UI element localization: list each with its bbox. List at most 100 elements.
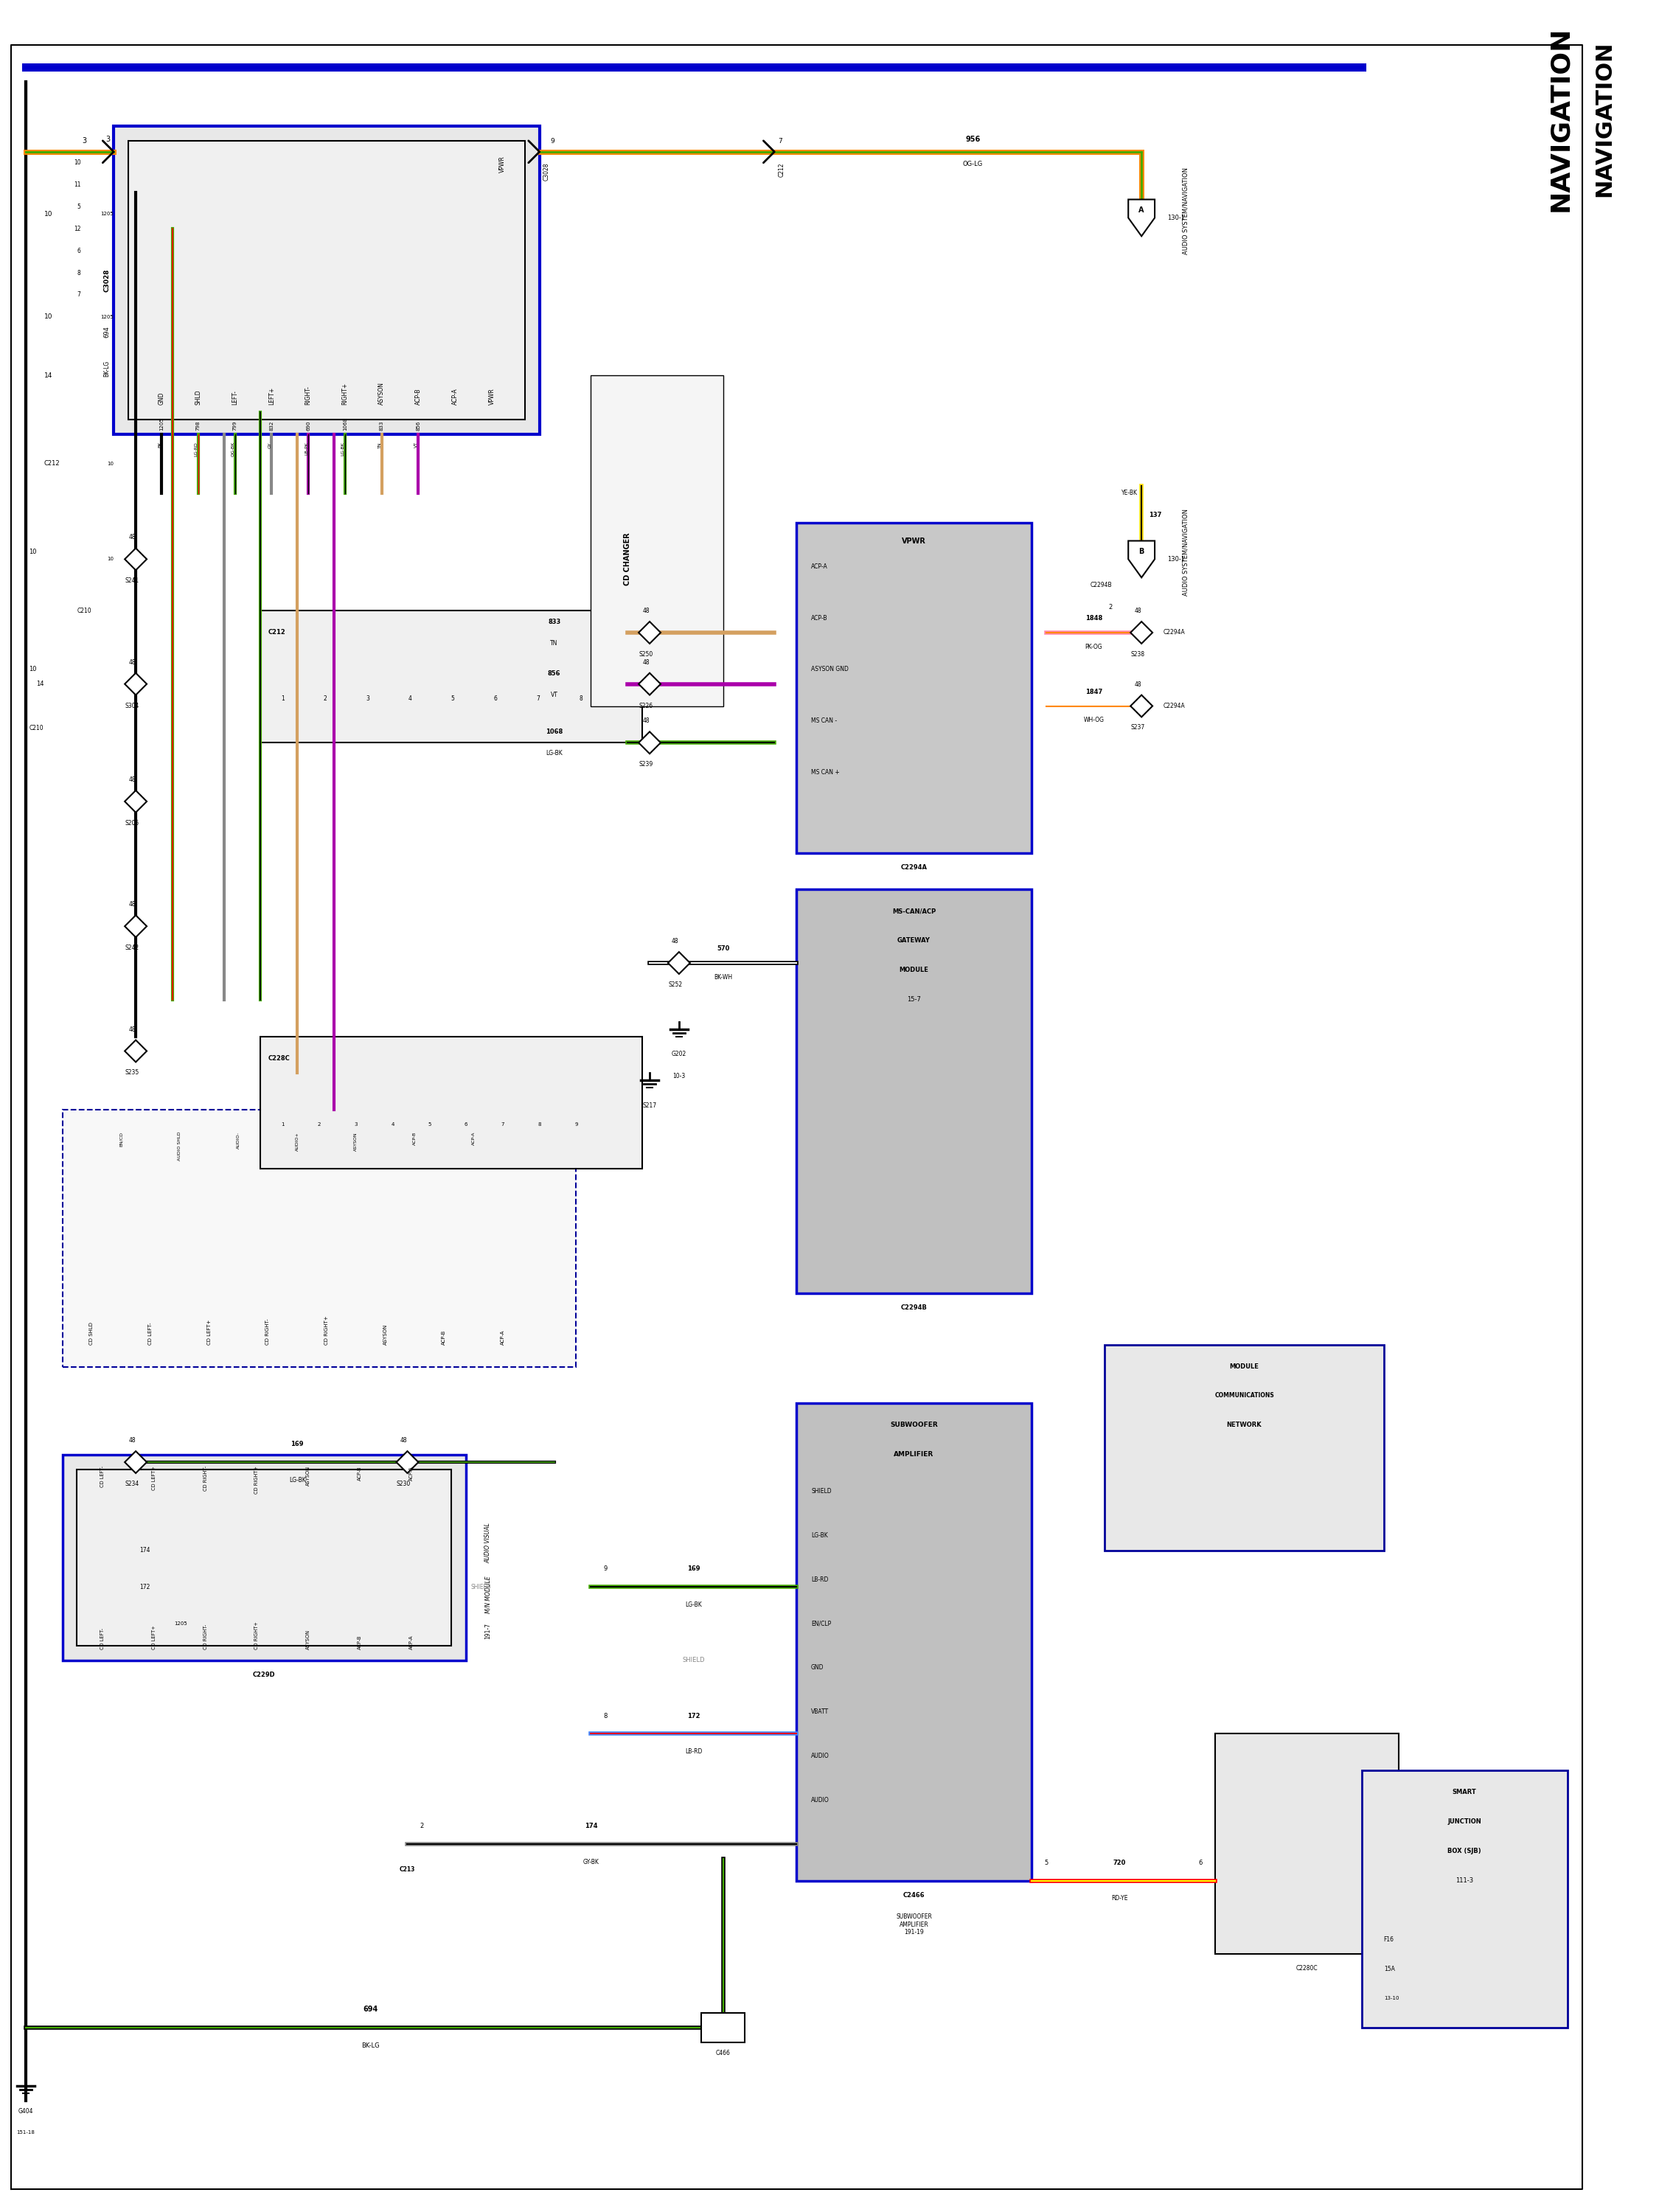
- Text: 10: 10: [108, 462, 114, 467]
- Text: 5: 5: [428, 1121, 431, 1126]
- FancyBboxPatch shape: [1362, 1770, 1568, 2028]
- Text: VPWR: VPWR: [488, 389, 494, 405]
- Text: 5: 5: [451, 695, 455, 701]
- Polygon shape: [124, 1040, 146, 1062]
- Text: LG-BK: LG-BK: [811, 1533, 828, 1540]
- Polygon shape: [1130, 695, 1153, 717]
- Text: GY: GY: [267, 442, 272, 449]
- Text: C466: C466: [715, 2051, 730, 2057]
- Text: ACP-A: ACP-A: [451, 389, 458, 405]
- Text: EN/CD: EN/CD: [119, 1133, 123, 1146]
- Text: 15-7: 15-7: [907, 995, 921, 1002]
- Text: 2: 2: [324, 695, 327, 701]
- Text: 1848: 1848: [1085, 615, 1102, 622]
- Text: SUBWOOFER: SUBWOOFER: [891, 1422, 937, 1429]
- Text: 7: 7: [501, 1121, 504, 1126]
- FancyBboxPatch shape: [591, 376, 723, 706]
- Text: ACP-A: ACP-A: [408, 1635, 413, 1650]
- Text: 1847: 1847: [1085, 688, 1102, 695]
- Text: MODULE: MODULE: [899, 967, 929, 973]
- Text: C212: C212: [267, 628, 285, 635]
- Text: 956: 956: [966, 135, 980, 144]
- Text: ACP-B: ACP-B: [357, 1635, 362, 1650]
- Text: 130-1: 130-1: [1168, 555, 1185, 562]
- Text: CD LEFT+: CD LEFT+: [207, 1318, 211, 1345]
- Text: ACP-A: ACP-A: [811, 564, 828, 571]
- Text: 12: 12: [73, 226, 81, 232]
- Polygon shape: [639, 622, 660, 644]
- Text: CD LEFT-: CD LEFT-: [101, 1467, 105, 1486]
- Text: 172: 172: [139, 1584, 151, 1590]
- Text: F16: F16: [1384, 1935, 1394, 1942]
- Text: PK-OG: PK-OG: [1085, 644, 1103, 650]
- Text: 1205: 1205: [101, 314, 114, 319]
- Text: 111-3: 111-3: [1455, 1878, 1473, 1885]
- Text: 130-1: 130-1: [1168, 215, 1185, 221]
- Text: GY-BK: GY-BK: [582, 1858, 599, 1865]
- Text: 10: 10: [108, 557, 114, 562]
- Text: ASYSON: ASYSON: [305, 1630, 310, 1650]
- Text: 48: 48: [128, 533, 136, 540]
- Text: RIGHT+: RIGHT+: [342, 383, 348, 405]
- Text: SUBWOOFER
AMPLIFIER
191-19: SUBWOOFER AMPLIFIER 191-19: [896, 1913, 932, 1935]
- Text: ACP-A: ACP-A: [471, 1133, 474, 1146]
- Text: TN: TN: [551, 639, 557, 646]
- Text: WH-OG: WH-OG: [1083, 717, 1105, 723]
- Text: 10: 10: [30, 666, 36, 672]
- Text: SHIELD: SHIELD: [471, 1584, 491, 1590]
- Text: BK-LG: BK-LG: [103, 361, 109, 376]
- Text: ACP-B: ACP-B: [357, 1467, 362, 1480]
- Polygon shape: [669, 951, 690, 973]
- Text: S239: S239: [639, 761, 654, 768]
- Text: 48: 48: [400, 1438, 406, 1444]
- Text: NAVIGATION: NAVIGATION: [1548, 27, 1573, 212]
- Text: 2: 2: [317, 1121, 320, 1126]
- FancyBboxPatch shape: [260, 611, 642, 743]
- Text: S205: S205: [124, 821, 139, 827]
- Text: 10-3: 10-3: [672, 1073, 685, 1079]
- Text: CD RIGHT+: CD RIGHT+: [255, 1467, 259, 1493]
- Text: 9: 9: [574, 1121, 577, 1126]
- Text: SHLD: SHLD: [194, 389, 201, 405]
- Text: VPWR: VPWR: [499, 155, 506, 173]
- Text: 48: 48: [642, 659, 650, 666]
- Text: 6: 6: [76, 248, 81, 254]
- Text: 48: 48: [128, 1026, 136, 1033]
- Text: 694: 694: [103, 325, 109, 338]
- Text: GND: GND: [158, 392, 164, 405]
- Text: 3: 3: [106, 135, 109, 144]
- Text: S235: S235: [124, 1068, 139, 1075]
- Text: LG-BK: LG-BK: [546, 750, 562, 757]
- FancyBboxPatch shape: [260, 1037, 642, 1168]
- Text: 169: 169: [290, 1440, 304, 1447]
- Text: 1068: 1068: [546, 728, 562, 734]
- Text: SHIELD: SHIELD: [682, 1657, 705, 1663]
- Text: AUDIO: AUDIO: [811, 1796, 830, 1803]
- Text: 6: 6: [465, 1121, 468, 1126]
- Text: CD RIGHT-: CD RIGHT-: [265, 1318, 270, 1345]
- Text: AUDIO SYSTEM/NAVIGATION: AUDIO SYSTEM/NAVIGATION: [1183, 168, 1190, 254]
- FancyBboxPatch shape: [114, 126, 539, 434]
- Text: LG-BK: LG-BK: [289, 1478, 305, 1484]
- Polygon shape: [124, 790, 146, 812]
- Text: AUDIO: AUDIO: [811, 1752, 830, 1759]
- Text: VT: VT: [415, 442, 418, 447]
- Text: 5: 5: [1044, 1860, 1048, 1867]
- Text: C228C: C228C: [267, 1055, 290, 1062]
- Polygon shape: [1128, 199, 1155, 237]
- Text: 169: 169: [687, 1566, 700, 1573]
- Polygon shape: [1128, 540, 1155, 577]
- Text: 48: 48: [128, 900, 136, 907]
- Text: 8: 8: [78, 270, 81, 276]
- Text: 48: 48: [672, 938, 679, 945]
- FancyBboxPatch shape: [1214, 1734, 1399, 1953]
- Text: 6: 6: [1198, 1860, 1203, 1867]
- Polygon shape: [124, 916, 146, 938]
- Text: 10: 10: [30, 549, 36, 555]
- Text: AMPLIFIER: AMPLIFIER: [894, 1451, 934, 1458]
- Text: SHIELD: SHIELD: [811, 1489, 831, 1495]
- Text: S242: S242: [124, 945, 139, 951]
- Text: C210: C210: [30, 726, 45, 732]
- Text: 6: 6: [494, 695, 498, 701]
- Text: G404: G404: [18, 2108, 33, 2115]
